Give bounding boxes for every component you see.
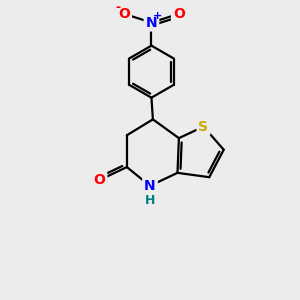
- Text: +: +: [153, 11, 162, 21]
- Text: H: H: [145, 194, 155, 207]
- Text: N: N: [144, 179, 156, 193]
- Text: O: O: [94, 173, 105, 187]
- Text: O: O: [118, 7, 130, 21]
- Text: -: -: [115, 1, 120, 14]
- Text: S: S: [199, 120, 208, 134]
- Text: O: O: [173, 7, 185, 21]
- Text: N: N: [146, 16, 157, 29]
